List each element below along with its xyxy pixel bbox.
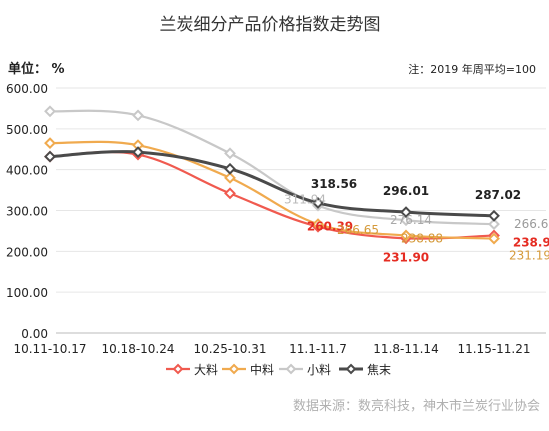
series-marker xyxy=(400,229,412,242)
legend-label: 焦末 xyxy=(367,363,391,377)
data-label: 231.90 xyxy=(383,250,429,264)
legend-marker xyxy=(285,363,297,375)
data-label: 238.90 xyxy=(513,235,549,249)
data-labels: 260.39 231.90 238.90 266.65 238.88 231.19 311.… xyxy=(284,177,549,264)
x-tick-label: 10.18-10.24 xyxy=(101,342,174,356)
y-tick-label: 300.00 xyxy=(6,205,48,219)
y-tick-label: 200.00 xyxy=(6,245,48,259)
data-label: 296.01 xyxy=(383,184,429,198)
series-marker xyxy=(224,187,236,200)
y-tick-label: 100.00 xyxy=(6,286,48,300)
series-line xyxy=(49,150,495,218)
data-label: 266.65 xyxy=(337,223,379,237)
legend: 大料 中料 小料 焦末 xyxy=(166,362,391,377)
data-label: 231.19 xyxy=(509,249,549,263)
series-marker xyxy=(312,197,324,209)
y-tick-label: 500.00 xyxy=(6,123,48,137)
x-tick-label: 10.25-10.31 xyxy=(193,342,266,356)
y-tick-label: 0.00 xyxy=(21,327,48,341)
data-label: 260.39 xyxy=(307,220,353,234)
series-line xyxy=(49,150,495,240)
x-tick-label: 11.15-11.21 xyxy=(457,342,530,356)
grid-layer xyxy=(56,87,546,334)
legend-marker xyxy=(345,363,357,375)
series-marker xyxy=(224,162,236,175)
data-label: 266.60 xyxy=(514,217,549,231)
chart-title: 兰炭细分产品价格指数走势图 xyxy=(160,15,381,35)
y-tick-label: 600.00 xyxy=(6,82,48,96)
x-tick-label: 11.8-11.14 xyxy=(373,342,438,356)
legend-label: 小料 xyxy=(307,363,331,377)
series-marker xyxy=(44,105,56,118)
series-marker xyxy=(44,150,56,163)
data-label: 276.14 xyxy=(390,213,432,227)
series-marker xyxy=(488,209,500,222)
series-marker xyxy=(224,147,236,160)
data-label: 287.02 xyxy=(475,188,521,202)
legend-label: 大料 xyxy=(194,363,218,377)
legend-marker xyxy=(172,363,184,375)
unit-label: 单位： % xyxy=(8,61,65,77)
series-marker xyxy=(44,137,56,150)
series-layer xyxy=(44,105,500,245)
data-label: 238.88 xyxy=(401,231,443,245)
series-marker xyxy=(132,146,144,159)
data-label: 311.94 xyxy=(284,193,326,207)
series-marker xyxy=(488,218,500,231)
series-marker xyxy=(224,171,236,184)
x-tick-label: 11.1-11.7 xyxy=(289,342,347,356)
series-line xyxy=(49,109,495,226)
series-marker xyxy=(312,218,324,231)
y-tick-label: 400.00 xyxy=(6,164,48,178)
series-line xyxy=(49,140,495,240)
baseline-note: 注：2019 年周平均=100 xyxy=(408,62,536,76)
legend-label: 中料 xyxy=(250,362,274,377)
y-tick-labels: 0.00 100.00 200.00 300.00 400.00 500.00 600.00 xyxy=(6,82,48,341)
series-marker xyxy=(488,232,500,245)
series-marker xyxy=(132,109,144,122)
x-tick-label: 10.11-10.17 xyxy=(13,342,86,356)
series-marker xyxy=(400,214,412,227)
source-note: 数据来源：数亮科技，神木市兰炭行业协会 xyxy=(293,398,540,414)
series-marker xyxy=(400,206,412,219)
legend-marker xyxy=(228,363,240,375)
data-label: 318.56 xyxy=(311,177,357,191)
x-tick-labels: 10.11-10.17 10.18-10.24 10.25-10.31 11.1-11… xyxy=(13,342,530,356)
